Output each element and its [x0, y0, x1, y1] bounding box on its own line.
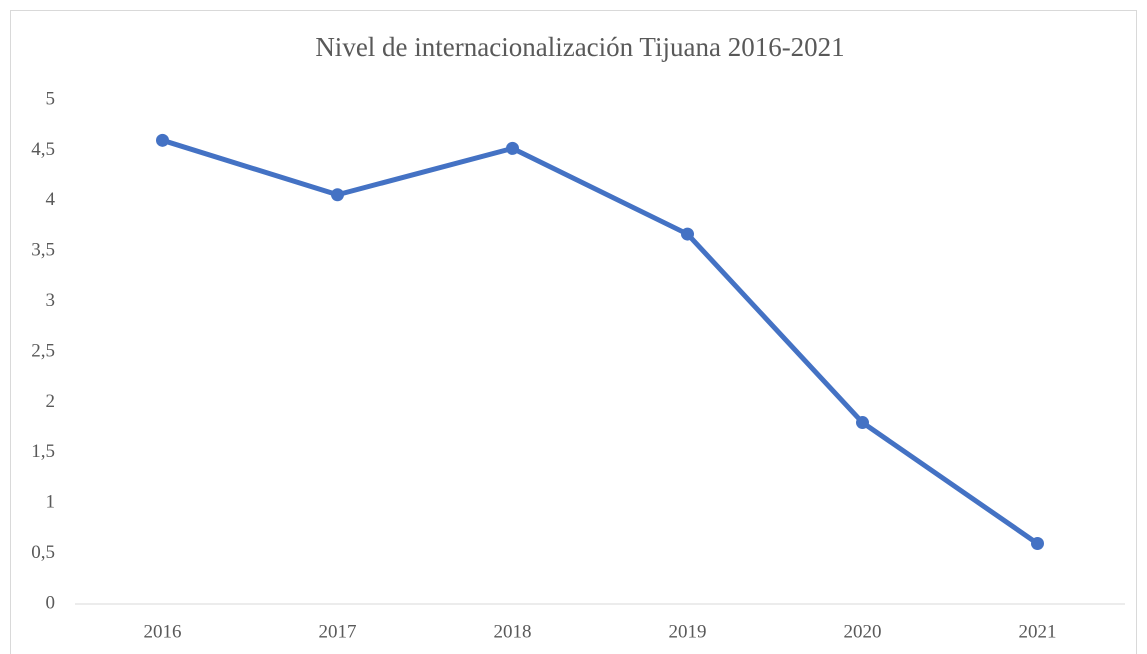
marker — [1031, 537, 1044, 551]
y-tick-label: 3 — [46, 290, 56, 311]
x-tick-label: 2018 — [494, 621, 532, 642]
x-tick-label: 2017 — [319, 621, 357, 642]
y-tick-label: 0,5 — [31, 542, 55, 563]
y-tick-label: 4 — [46, 189, 56, 210]
y-tick-label: 3,5 — [31, 240, 55, 261]
y-tick-label: 2 — [46, 391, 56, 412]
y-tick-label: 1 — [46, 492, 56, 513]
chart-title: Nivel de internacionalización Tijuana 20… — [315, 32, 844, 62]
y-tick-label: 0 — [46, 592, 56, 613]
marker — [681, 227, 694, 241]
x-tick-label: 2020 — [844, 621, 882, 642]
marker — [506, 141, 519, 155]
marker — [156, 133, 169, 147]
chart-border — [10, 10, 1137, 654]
marker — [856, 416, 869, 430]
y-tick-label: 4,5 — [31, 139, 55, 160]
line — [160, 137, 1040, 547]
marker — [331, 188, 344, 202]
x-tick-label: 2019 — [669, 621, 707, 642]
y-tick-label: 1,5 — [31, 441, 55, 462]
y-tick-label: 5 — [46, 88, 56, 109]
x-tick-label: 2021 — [1019, 621, 1057, 642]
y-tick-label: 2,5 — [31, 340, 55, 361]
x-tick-label: 2016 — [144, 621, 182, 642]
